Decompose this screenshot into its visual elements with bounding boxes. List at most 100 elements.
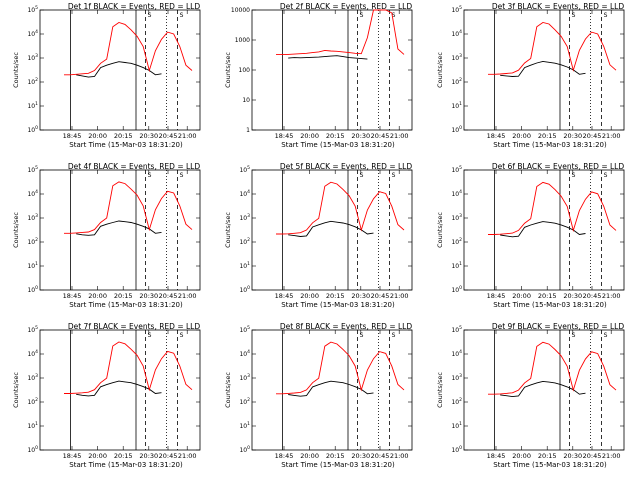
y-tick-label: 102	[451, 77, 462, 86]
plot-frame	[251, 169, 413, 291]
plot-frame	[463, 9, 625, 131]
series-line-lld	[488, 341, 617, 395]
marker-label: S	[392, 12, 396, 19]
marker-label: S	[604, 12, 608, 19]
x-tick-label: 20:00	[512, 292, 531, 300]
y-tick-label: 103	[27, 373, 38, 382]
panel-det-7: Det 7f BLACK = Events, RED = LLD Counts/s…	[12, 322, 201, 469]
y-tick-label: 105	[27, 5, 38, 14]
x-tick-label: 18:45	[63, 292, 82, 300]
y-tick-label: 100	[451, 445, 462, 454]
y-tick-label: 105	[239, 165, 250, 174]
x-tick-label: 21:00	[390, 132, 409, 140]
y-axis-label: Counts/sec	[12, 52, 20, 88]
y-tick-label: 102	[27, 237, 38, 246]
y-tick-label: 10	[242, 97, 250, 104]
marker-label: S	[360, 172, 364, 179]
marker-label: S	[148, 332, 152, 339]
plot-frame	[39, 9, 201, 131]
x-tick-label: 20:30	[563, 452, 582, 460]
panel-title: Det 1f BLACK = Events, RED = LLD	[68, 2, 201, 11]
x-axis-label: Start Time (15-Mar-03 18:31:20)	[69, 141, 183, 149]
panel-title: Det 2f BLACK = Events, RED = LLD	[280, 2, 413, 11]
x-tick-label: 21:00	[390, 452, 409, 460]
x-tick-label: 20:30	[563, 132, 582, 140]
marker-label: S	[572, 12, 576, 19]
x-axis-label: Start Time (15-Mar-03 18:31:20)	[281, 141, 395, 149]
y-tick-label: 105	[27, 325, 38, 334]
y-tick-label: 101	[27, 261, 38, 270]
y-tick-label: 105	[239, 325, 250, 334]
x-tick-label: 20:30	[351, 132, 370, 140]
plot-frame	[251, 9, 413, 131]
x-tick-label: 21:00	[178, 132, 197, 140]
y-tick-label: 105	[27, 165, 38, 174]
y-tick-label: 100	[451, 285, 462, 294]
panel-det-6: Det 6f BLACK = Events, RED = LLD Counts/s…	[436, 162, 625, 309]
x-tick-label: 21:00	[602, 132, 621, 140]
x-tick-label: 20:15	[114, 452, 133, 460]
x-tick-label: 21:00	[178, 452, 197, 460]
y-tick-label: 104	[451, 29, 462, 38]
y-tick-label: 100	[239, 445, 250, 454]
x-tick-label: 20:45	[159, 132, 178, 140]
x-tick-label: 20:15	[326, 292, 345, 300]
y-tick-label: 10000	[231, 7, 250, 14]
plot-frame	[463, 169, 625, 291]
y-axis-label: Counts/sec	[12, 372, 20, 408]
x-axis-label: Start Time (15-Mar-03 18:31:20)	[281, 461, 395, 469]
y-tick-label: 100	[239, 67, 251, 74]
x-tick-label: 18:45	[63, 452, 82, 460]
y-tick-label: 105	[451, 5, 462, 14]
y-tick-label: 102	[27, 77, 38, 86]
panel-det-8: Det 8f BLACK = Events, RED = LLD Counts/s…	[224, 322, 413, 469]
marker-label: S	[180, 12, 184, 19]
plot-frame	[463, 329, 625, 451]
y-tick-label: 100	[27, 445, 38, 454]
x-tick-label: 20:00	[300, 292, 319, 300]
y-tick-label: 100	[27, 125, 38, 134]
x-tick-label: 20:45	[371, 132, 390, 140]
series-line-lld	[276, 181, 405, 235]
y-tick-label: 103	[27, 213, 38, 222]
panel-det-5: Det 5f BLACK = Events, RED = LLD Counts/s…	[224, 162, 413, 309]
marker-label: S	[148, 12, 152, 19]
x-tick-label: 20:00	[300, 452, 319, 460]
marker-label: S	[360, 332, 364, 339]
panel-title: Det 9f BLACK = Events, RED = LLD	[492, 322, 625, 331]
x-tick-label: 20:30	[351, 452, 370, 460]
x-tick-label: 20:45	[159, 292, 178, 300]
series-line-events	[288, 55, 368, 60]
y-tick-label: 100	[239, 285, 250, 294]
x-tick-label: 20:15	[114, 132, 133, 140]
y-tick-label: 102	[451, 237, 462, 246]
series-line-lld	[64, 22, 193, 76]
series-line-lld	[488, 22, 617, 75]
y-tick-label: 104	[451, 189, 462, 198]
x-tick-label: 18:45	[275, 292, 294, 300]
y-axis-label: Counts/sec	[436, 212, 444, 248]
plot-frame	[251, 329, 413, 451]
y-axis-label: Counts/sec	[224, 52, 232, 88]
series-line-events	[500, 221, 586, 238]
y-tick-label: 102	[27, 397, 38, 406]
y-tick-label: 101	[239, 261, 250, 270]
series-line-events	[288, 380, 374, 397]
x-tick-label: 20:00	[512, 452, 531, 460]
x-tick-label: 18:45	[63, 132, 82, 140]
x-tick-label: 18:45	[275, 452, 294, 460]
x-tick-label: 18:45	[487, 292, 506, 300]
panel-title: Det 6f BLACK = Events, RED = LLD	[492, 162, 625, 171]
y-tick-label: 101	[27, 101, 38, 110]
panel-det-2: Det 2f BLACK = Events, RED = LLD Counts/s…	[224, 2, 413, 149]
x-tick-label: 20:15	[538, 452, 557, 460]
x-tick-label: 21:00	[602, 292, 621, 300]
panel-title: Det 5f BLACK = Events, RED = LLD	[280, 162, 413, 171]
y-tick-label: 103	[239, 373, 250, 382]
marker-label: S	[360, 12, 364, 19]
y-tick-label: 101	[27, 421, 38, 430]
y-tick-label: 104	[27, 349, 38, 358]
y-tick-label: 104	[451, 349, 462, 358]
series-line-lld	[64, 341, 193, 394]
y-tick-label: 104	[239, 349, 250, 358]
